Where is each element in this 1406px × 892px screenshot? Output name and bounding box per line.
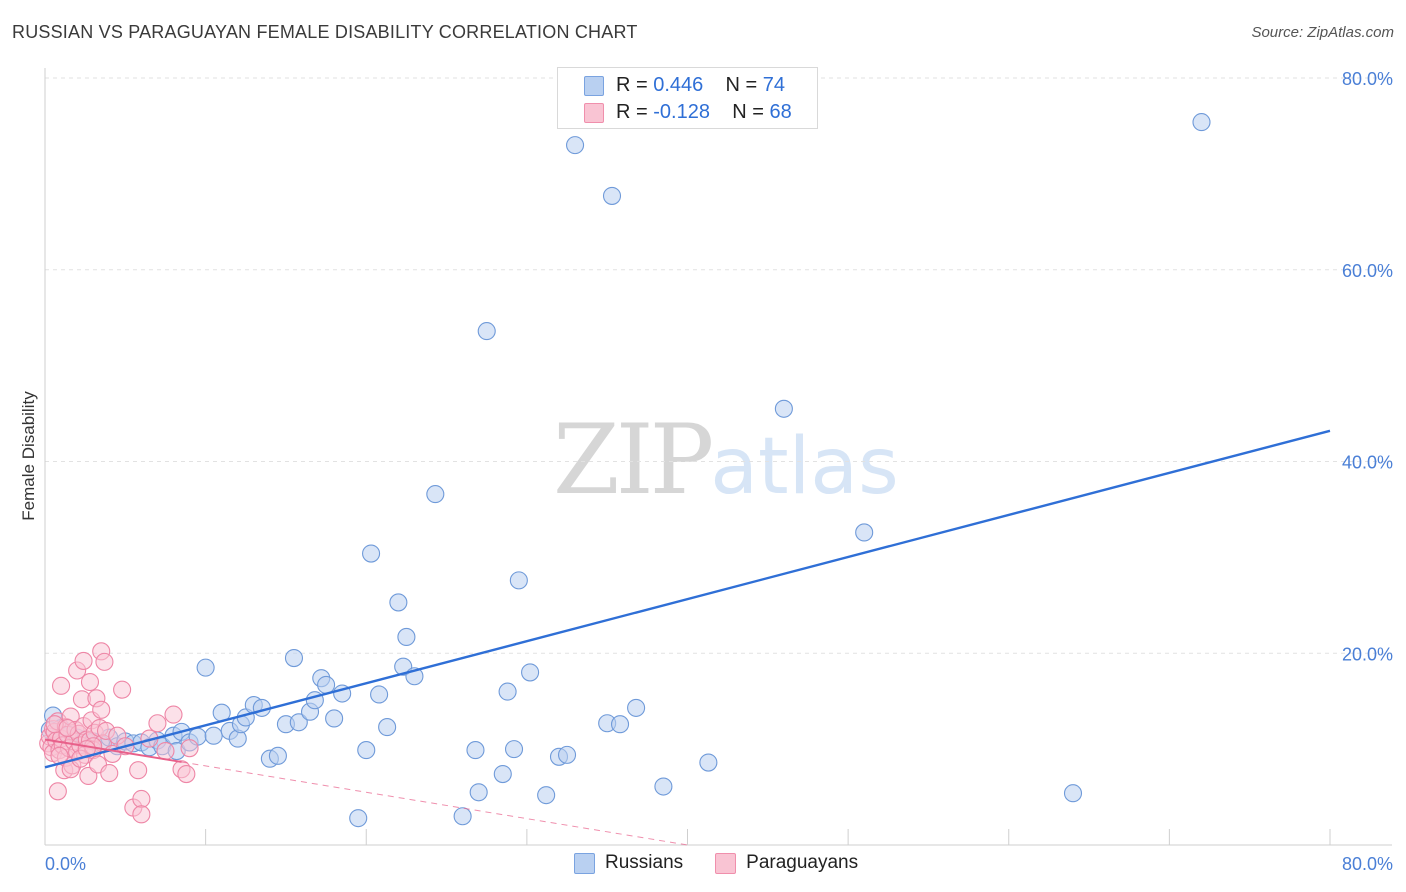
russians-label: Russians — [605, 852, 684, 873]
paraguayans-point — [148, 714, 167, 733]
russians-point — [1063, 784, 1083, 803]
y-tick-label: 80.0% — [1342, 69, 1393, 89]
x-tick-label: 80.0% — [1342, 854, 1393, 874]
russians-point — [627, 698, 646, 717]
tick-labels: 20.0% 40.0% 60.0% 80.0% 0.0% 80.0% — [45, 69, 1393, 874]
russians-point — [389, 593, 408, 612]
russians-point — [289, 713, 308, 732]
x-tick-label: 0.0% — [45, 854, 86, 874]
russians-point — [453, 807, 472, 826]
grid-lines — [45, 77, 1392, 654]
russians-point — [654, 777, 673, 796]
paraguayans-point — [95, 652, 114, 671]
paraguayans-point — [129, 761, 148, 780]
series-legend-paraguayans: Paraguayans — [715, 852, 858, 874]
russians-point — [426, 485, 445, 504]
russians-point — [699, 753, 718, 772]
russians-point — [397, 627, 416, 647]
legend-r-value: -0.128 — [653, 101, 710, 123]
russians-point — [610, 715, 630, 734]
chart-title: RUSSIAN VS PARAGUAYAN FEMALE DISABILITY … — [12, 22, 638, 42]
paraguayans-point — [132, 789, 151, 809]
russians-point — [855, 523, 874, 542]
russians-point — [557, 745, 577, 764]
russians-point — [284, 648, 304, 668]
paraguayans-points — [39, 642, 199, 824]
watermark: ZIPatlas — [553, 404, 899, 516]
russians-point — [493, 765, 512, 784]
legend-n-label: N = — [725, 74, 763, 96]
paraguayans-point — [92, 700, 111, 719]
legend-swatch-russians — [584, 76, 604, 96]
russians-point — [537, 786, 556, 805]
russians-point — [204, 726, 223, 745]
paraguayans-trend-extension — [181, 761, 688, 846]
russians-swatch — [574, 852, 595, 874]
legend-text-paraguayans: R = -0.128 N = 68 — [616, 101, 792, 124]
russians-point — [566, 136, 585, 155]
russians-point — [602, 186, 622, 205]
russians-point — [498, 682, 517, 701]
russians-point — [370, 685, 389, 704]
y-tick-label: 40.0% — [1342, 453, 1393, 473]
legend-r-value: 0.446 — [653, 74, 704, 96]
paraguayans-point — [164, 705, 183, 724]
legend-n-label: N = — [732, 101, 770, 123]
paraguayans-point — [113, 680, 132, 699]
russians-point — [268, 746, 287, 765]
russians-point — [349, 809, 368, 828]
russians-point — [357, 741, 376, 760]
russians-point — [477, 322, 496, 341]
paraguayans-point — [48, 782, 67, 801]
y-tick-label: 20.0% — [1342, 644, 1393, 664]
russians-point — [504, 740, 524, 759]
russians-point — [466, 741, 485, 760]
russians-point — [325, 709, 344, 728]
y-tick-label: 60.0% — [1342, 261, 1393, 281]
paraguayans-trend-line — [44, 738, 182, 763]
watermark-atlas: atlas — [710, 422, 899, 512]
trend-lines — [44, 429, 1331, 846]
russians-point — [196, 658, 215, 677]
watermark-zip: ZIP — [553, 404, 714, 516]
russians-point — [509, 571, 528, 590]
paraguayans-point — [80, 672, 100, 692]
legend-text-russians: R = 0.446 N = 74 — [616, 74, 785, 97]
paraguayans-point — [74, 651, 93, 670]
paraguayans-point — [177, 765, 196, 784]
russians-points — [40, 113, 1211, 828]
russians-point — [521, 663, 540, 682]
legend-r-label: R = — [616, 74, 654, 96]
legend-swatch-paraguayans — [584, 103, 604, 123]
paraguayans-point — [58, 718, 77, 738]
paraguayans-label: Paraguayans — [746, 852, 859, 873]
russians-point — [1192, 113, 1211, 132]
russians-point — [774, 399, 793, 418]
legend-r-label: R = — [616, 101, 654, 123]
paraguayans-point — [52, 676, 71, 695]
legend-n-value: 74 — [762, 74, 786, 96]
source-label: Source: ZipAtlas.com — [1251, 24, 1394, 41]
paraguayans-point — [132, 805, 151, 824]
russians-point — [469, 783, 488, 802]
paraguayans-swatch — [715, 852, 737, 874]
paraguayans-point — [156, 741, 175, 761]
series-legend-russians: Russians — [574, 852, 683, 874]
russians-point — [378, 718, 397, 737]
russians-point — [362, 544, 381, 563]
y-axis-label: Female Disability — [19, 391, 38, 521]
legend-n-value: 68 — [769, 101, 792, 123]
correlation-legend: R = 0.446 N = 74 R = -0.128 N = 68 — [557, 67, 818, 129]
paraguayans-point — [180, 739, 199, 758]
russians-trend-line — [44, 429, 1331, 769]
paraguayans-point — [100, 764, 119, 783]
series-legend: Russians Paraguayans — [574, 852, 890, 874]
russians-point — [317, 675, 336, 694]
